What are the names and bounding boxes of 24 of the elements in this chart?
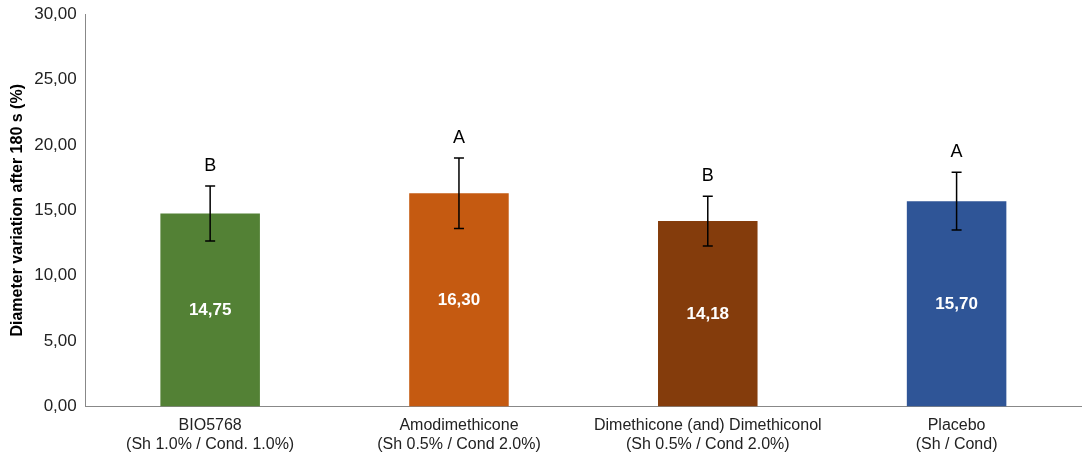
annotation: A bbox=[950, 141, 963, 162]
bar bbox=[409, 193, 509, 407]
y-tick-label: 5,00 bbox=[43, 330, 77, 350]
bar bbox=[160, 213, 260, 407]
annotation: B bbox=[204, 155, 217, 176]
y-tick-label: 25,00 bbox=[34, 69, 77, 89]
x-tick-label: Dimethicone (and) Dimethiconol (Sh 0.5% / Cond 2.0%) bbox=[593, 415, 822, 452]
x-tick-label: BIO5768 (Sh 1.0% / Cond. 1.0%) bbox=[126, 415, 295, 452]
data-label: 14,18 bbox=[686, 303, 730, 323]
y-tick-label: 30,00 bbox=[34, 3, 77, 23]
data-label: 15,70 bbox=[935, 293, 978, 313]
annotation: A bbox=[452, 126, 465, 147]
x-tick-label: Placebo (Sh / Cond) bbox=[915, 415, 998, 452]
data-label: 16,30 bbox=[437, 289, 481, 309]
y-axis-title: Diameter variation after 180 s (%) bbox=[8, 84, 26, 337]
data-label: 14,75 bbox=[188, 299, 232, 319]
bar bbox=[658, 221, 758, 407]
y-tick-label: 10,00 bbox=[34, 265, 77, 285]
annotation: B bbox=[701, 165, 714, 186]
bar bbox=[906, 201, 1007, 407]
y-tick-label: 20,00 bbox=[34, 134, 77, 154]
y-tick-label: 15,00 bbox=[34, 199, 77, 219]
y-tick-label: 0,00 bbox=[43, 396, 77, 416]
x-tick-label: Amodimethicone (Sh 0.5% / Cond 2.0%) bbox=[377, 415, 541, 452]
